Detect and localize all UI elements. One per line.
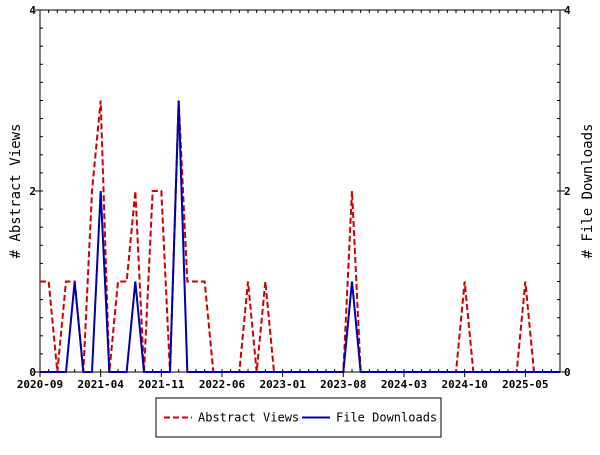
x-tick-label: 2024-10 — [441, 378, 487, 391]
y-left-tick-label: 2 — [29, 185, 36, 198]
x-tick-label: 2023-01 — [259, 378, 306, 391]
plot-frame — [40, 10, 560, 372]
legend-label: File Downloads — [336, 411, 437, 425]
x-tick-label: 2020-09 — [17, 378, 63, 391]
x-tick-label: 2023-08 — [320, 378, 366, 391]
y-right-tick-label: 0 — [564, 366, 571, 379]
x-tick-label: 2025-05 — [502, 378, 548, 391]
y-right-tick-label: 4 — [564, 4, 571, 17]
y-axis-right-title: # File Downloads — [580, 124, 596, 259]
y-axis-left-title: # Abstract Views — [8, 124, 24, 259]
x-tick-label: 2022-06 — [199, 378, 246, 391]
x-tick-label: 2021-04 — [77, 378, 124, 391]
y-left-tick-label: 0 — [29, 366, 36, 379]
series-line-abstract-views — [40, 101, 560, 373]
x-tick-label: 2021-11 — [138, 378, 185, 391]
series-line-file-downloads — [40, 101, 560, 373]
x-tick-label: 2024-03 — [381, 378, 427, 391]
y-right-tick-label: 2 — [564, 185, 571, 198]
y-left-tick-label: 4 — [29, 4, 36, 17]
legend-label: Abstract Views — [198, 411, 299, 425]
